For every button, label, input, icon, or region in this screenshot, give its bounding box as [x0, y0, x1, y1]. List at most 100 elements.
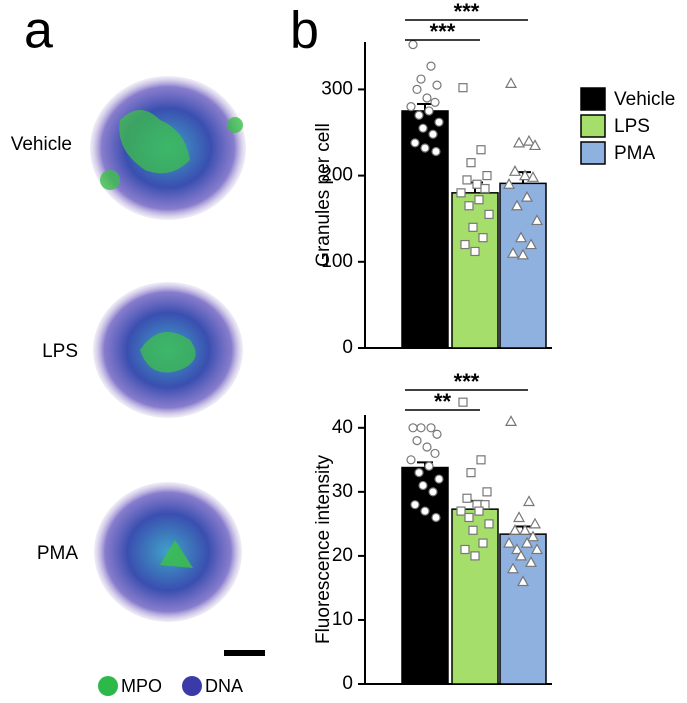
data-point [512, 136, 526, 148]
significance-label: *** [454, 369, 480, 394]
bar [401, 466, 449, 685]
data-point [422, 93, 432, 103]
data-point [518, 524, 532, 535]
data-point [516, 575, 530, 587]
data-point [474, 506, 484, 516]
data-point [460, 239, 470, 250]
data-point [416, 423, 426, 433]
legend-swatch [580, 141, 606, 165]
significance-label: ** [434, 389, 452, 414]
data-point [512, 511, 526, 523]
data-point [482, 171, 492, 181]
data-point [424, 461, 434, 471]
data-point [514, 549, 528, 561]
y-tick-label: 10 [332, 609, 353, 630]
data-point [408, 423, 418, 433]
data-point [484, 209, 494, 219]
data-point [414, 468, 424, 478]
legend-swatch [98, 676, 118, 696]
legend-label: DNA [205, 676, 243, 696]
data-point [432, 429, 442, 439]
mpo-signal [227, 117, 243, 133]
data-point [431, 146, 441, 157]
cell-images [90, 76, 265, 656]
data-point [426, 61, 436, 71]
legend-swatch [580, 114, 606, 138]
y-tick-label: 100 [321, 251, 353, 272]
data-point [434, 117, 444, 127]
data-point [516, 248, 530, 260]
data-point [508, 524, 522, 535]
data-point [520, 536, 534, 548]
data-point [502, 177, 516, 189]
significance-label: *** [430, 19, 456, 44]
data-point [418, 123, 428, 133]
data-point [504, 415, 518, 427]
data-point [470, 246, 480, 257]
data-point [522, 495, 536, 507]
data-point [420, 143, 430, 153]
data-point [480, 183, 490, 194]
scale-bar [224, 650, 265, 656]
data-point [530, 214, 544, 226]
data-point [508, 165, 522, 176]
legend-label: LPS [614, 116, 650, 137]
data-point [422, 442, 432, 452]
data-point [408, 39, 418, 50]
legend-label: Vehicle [614, 89, 675, 110]
bar [499, 182, 547, 349]
data-point [410, 500, 420, 510]
data-point [478, 233, 488, 243]
data-point [526, 171, 540, 182]
data-point [464, 201, 474, 211]
mpo-signal [119, 110, 190, 174]
data-point [431, 512, 441, 523]
data-point [456, 188, 466, 198]
data-point [432, 80, 442, 90]
legend-label: MPO [121, 676, 162, 696]
data-point [524, 238, 538, 250]
data-point [506, 246, 520, 258]
mpo-signal [140, 332, 196, 373]
data-point [478, 538, 488, 548]
data-point [406, 455, 416, 465]
data-point [510, 543, 524, 555]
data-point [430, 448, 440, 459]
y-tick-label: 30 [332, 481, 353, 502]
data-point [462, 493, 472, 503]
data-point [466, 468, 476, 478]
y-tick-label: 0 [342, 673, 353, 694]
data-point [418, 480, 428, 491]
data-point [514, 231, 528, 243]
row-label: PMA [37, 543, 79, 564]
data-point [472, 179, 482, 189]
data-point [470, 551, 480, 561]
y-tick-label: 0 [342, 337, 353, 358]
data-point [412, 84, 422, 95]
data-point [506, 562, 520, 574]
legend-swatch [182, 676, 202, 696]
mpo-signal [100, 170, 120, 190]
data-point [524, 556, 538, 567]
data-point [462, 175, 472, 185]
data-point [476, 455, 486, 465]
panel-label: b [290, 2, 319, 60]
legend-label: PMA [614, 143, 656, 164]
data-point [426, 423, 436, 433]
data-point [502, 536, 516, 548]
data-point [434, 474, 444, 484]
data-point [410, 138, 420, 148]
data-point [528, 139, 542, 151]
data-point [424, 106, 434, 116]
data-point [458, 83, 468, 93]
data-point [420, 506, 430, 516]
mpo-signal [160, 540, 193, 568]
data-point [504, 77, 518, 88]
data-point [474, 195, 484, 205]
data-point [460, 544, 470, 555]
data-point [482, 487, 492, 497]
data-point [412, 436, 422, 446]
data-point [466, 158, 476, 168]
y-tick-label: 40 [332, 417, 353, 438]
panel-label: a [24, 2, 53, 60]
